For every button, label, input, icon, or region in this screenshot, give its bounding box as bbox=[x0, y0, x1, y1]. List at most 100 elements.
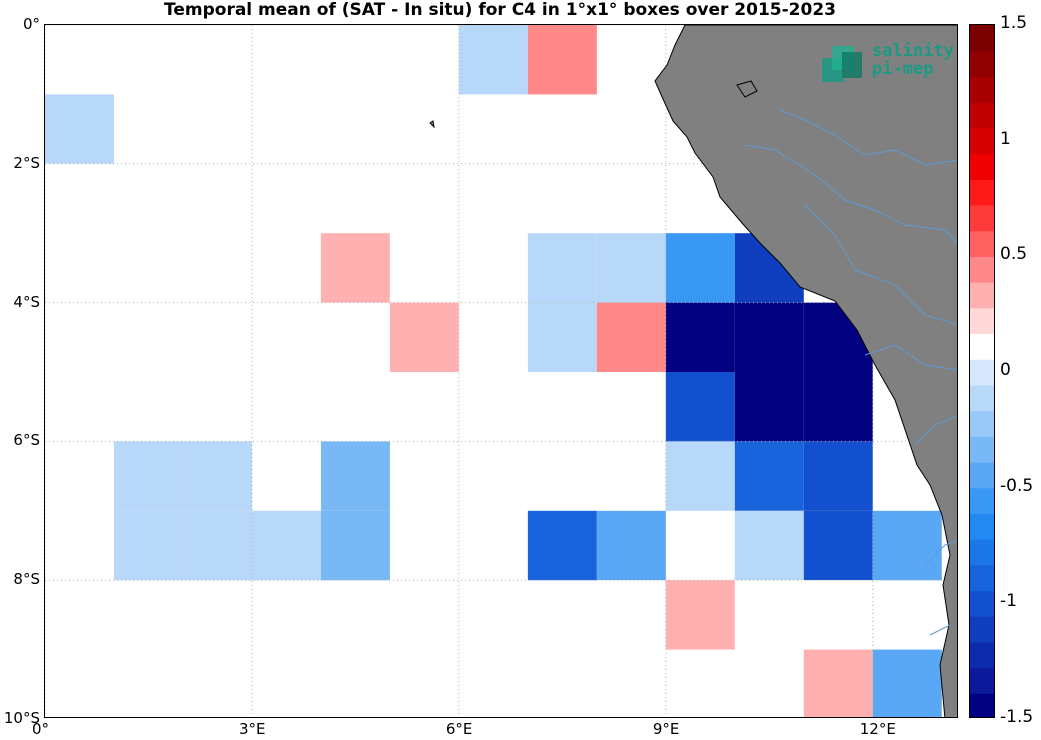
data-cell bbox=[665, 372, 735, 442]
x-tick-label: 3°E bbox=[238, 720, 266, 738]
rivers bbox=[744, 109, 957, 636]
data-cell bbox=[251, 510, 321, 581]
data-cell bbox=[320, 510, 390, 581]
colorbar-segment bbox=[970, 539, 994, 566]
data-cell bbox=[527, 510, 597, 581]
data-cell bbox=[113, 94, 183, 164]
colorbar-tick-label: 1 bbox=[1000, 128, 1011, 149]
y-tick-label: 6°S bbox=[13, 431, 40, 450]
data-cell bbox=[45, 25, 114, 95]
y-tick-label: 4°S bbox=[13, 292, 40, 311]
colorbar-segment bbox=[970, 384, 994, 412]
gridlines bbox=[45, 25, 957, 717]
data-cell bbox=[458, 372, 528, 442]
data-cell bbox=[45, 163, 114, 234]
river-line bbox=[744, 144, 957, 244]
data-cell bbox=[803, 441, 873, 511]
data-cell bbox=[45, 94, 114, 164]
data-cell bbox=[803, 649, 873, 717]
island-small bbox=[429, 120, 435, 129]
colorbar-segment bbox=[970, 410, 994, 437]
data-cell bbox=[734, 372, 804, 442]
colorbar-segment bbox=[970, 230, 994, 257]
logo-text-line2: pi-mep bbox=[872, 59, 934, 79]
data-cell bbox=[665, 233, 735, 303]
data-cell bbox=[665, 302, 735, 372]
colorbar-segment bbox=[970, 564, 994, 592]
data-cell bbox=[320, 233, 390, 303]
colorbar-segment bbox=[970, 307, 994, 335]
y-tick-label: 10°S bbox=[3, 709, 40, 727]
data-cell bbox=[596, 580, 666, 650]
data-cell bbox=[734, 580, 804, 650]
data-cell bbox=[872, 510, 942, 581]
africa-coastline bbox=[654, 25, 957, 717]
colorbar-segment bbox=[970, 282, 994, 309]
data-cell bbox=[458, 510, 528, 581]
data-cells bbox=[45, 25, 942, 717]
colorbar-segment bbox=[970, 333, 994, 360]
land-mass bbox=[429, 25, 957, 717]
colorbar-segment bbox=[970, 616, 994, 643]
data-cell bbox=[734, 510, 804, 581]
data-cell bbox=[113, 233, 183, 303]
data-cell bbox=[527, 25, 597, 95]
colorbar-segment bbox=[970, 359, 994, 386]
data-cell bbox=[113, 510, 183, 581]
colorbar-tick-label: 0.5 bbox=[1000, 244, 1028, 265]
colorbar-canvas bbox=[970, 25, 994, 717]
river-line bbox=[929, 624, 951, 636]
colorbar-segment bbox=[970, 50, 994, 78]
data-cell bbox=[596, 510, 666, 581]
colorbar-segment bbox=[970, 461, 994, 489]
colorbar bbox=[969, 24, 995, 718]
river-line bbox=[914, 415, 957, 446]
data-cell bbox=[251, 94, 321, 164]
data-cell bbox=[113, 441, 183, 511]
data-cell bbox=[734, 441, 804, 511]
data-cell bbox=[45, 233, 114, 303]
data-cell bbox=[182, 163, 252, 234]
y-tick-label: 0° bbox=[22, 15, 40, 33]
data-cell bbox=[182, 441, 252, 511]
data-cell bbox=[527, 302, 597, 372]
colorbar-segment bbox=[970, 127, 994, 155]
colorbar-segment bbox=[970, 179, 994, 206]
data-cell bbox=[389, 25, 459, 95]
data-cell bbox=[527, 233, 597, 303]
colorbar-tick-label: 1.5 bbox=[1000, 13, 1028, 33]
river-line bbox=[924, 540, 957, 566]
data-cell bbox=[872, 649, 942, 717]
colorbar-segment bbox=[970, 641, 994, 669]
island-bioko bbox=[736, 80, 758, 98]
colorbar-segment bbox=[970, 76, 994, 103]
data-cell bbox=[803, 580, 873, 650]
colorbar-tick-label: -0.5 bbox=[1000, 475, 1034, 496]
salinity-pi-mep-logo bbox=[820, 40, 950, 90]
data-cell bbox=[389, 233, 459, 303]
x-tick-label: 0° bbox=[32, 720, 50, 738]
data-cell bbox=[803, 372, 873, 442]
colorbar-tick-label: -1 bbox=[1000, 591, 1017, 612]
logo-text-line1: salinity bbox=[872, 41, 954, 61]
colorbar-segment bbox=[970, 102, 994, 129]
data-cell bbox=[665, 580, 735, 650]
x-tick-label: 6°E bbox=[445, 720, 473, 738]
river-line bbox=[779, 109, 957, 166]
map-plot-area bbox=[44, 24, 958, 718]
x-tick-label: 12°E bbox=[859, 720, 896, 738]
colorbar-segment bbox=[970, 204, 994, 232]
colorbar-segment bbox=[970, 256, 994, 283]
chart-title: Temporal mean of (SAT - In situ) for C4 … bbox=[164, 0, 836, 20]
data-cell bbox=[458, 163, 528, 234]
colorbar-segment bbox=[970, 513, 994, 540]
colorbar-segment bbox=[970, 153, 994, 180]
x-tick-label: 9°E bbox=[652, 720, 680, 738]
data-cell bbox=[320, 163, 390, 234]
colorbar-segment bbox=[970, 487, 994, 514]
colorbar-segment bbox=[970, 667, 994, 694]
data-cell bbox=[458, 25, 528, 95]
logo-icon bbox=[822, 46, 862, 82]
data-cell bbox=[596, 302, 666, 372]
y-tick-label: 8°S bbox=[13, 570, 40, 589]
